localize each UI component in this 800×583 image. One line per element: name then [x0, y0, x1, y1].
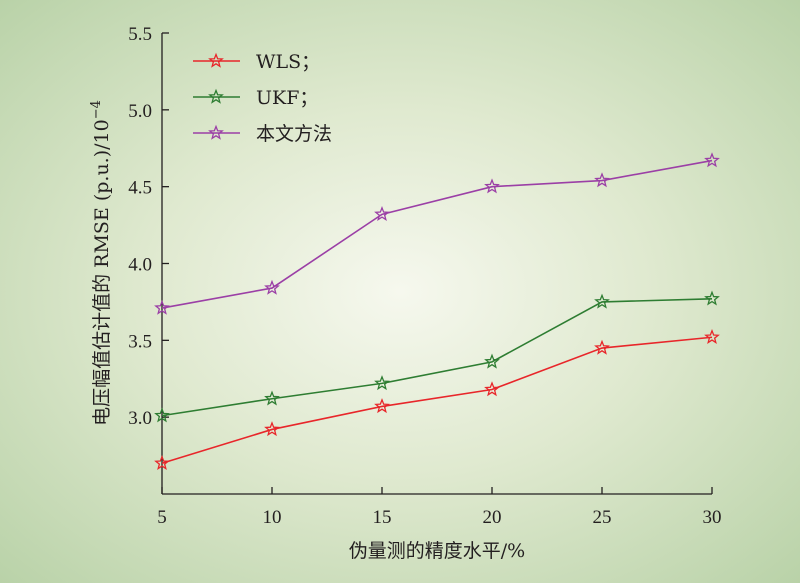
legend-label: WLS； — [256, 51, 320, 73]
star-marker — [594, 293, 610, 309]
star-marker — [374, 375, 390, 391]
y-axis-title: 电压幅值估计值的 RMSE (p.u.)/10−4 — [89, 100, 113, 426]
legend-star-icon — [208, 88, 224, 104]
x-tick-label: 20 — [483, 507, 502, 528]
ticks: 5 10 15 20 25 30 3.0 3.5 4.0 4.5 5.0 5.5 — [128, 24, 721, 528]
star-marker — [594, 172, 610, 188]
y-tick-label: 5.0 — [128, 101, 152, 122]
x-tick-label: 30 — [703, 507, 722, 528]
legend: WLS； UKF； 本文方法 — [193, 51, 332, 145]
star-marker — [264, 421, 280, 437]
star-marker — [264, 390, 280, 406]
y-tick-label: 4.5 — [128, 178, 152, 199]
x-tick-label: 25 — [593, 507, 612, 528]
star-marker — [484, 381, 500, 397]
y-tick-label: 3.5 — [128, 331, 152, 352]
legend-label: UKF； — [256, 87, 318, 109]
axes — [161, 33, 712, 495]
x-tick-label: 10 — [263, 507, 282, 528]
y-tick-label: 3.0 — [128, 408, 152, 429]
series-line — [161, 298, 713, 417]
legend-star-icon — [208, 124, 224, 140]
y-tick-label: 5.5 — [128, 24, 152, 45]
series-2 — [154, 290, 720, 423]
star-marker — [374, 206, 390, 222]
star-marker — [704, 152, 720, 168]
series-3 — [154, 152, 720, 315]
star-marker — [154, 454, 170, 470]
series-1 — [154, 328, 720, 470]
star-marker — [154, 299, 170, 315]
y-axis-title-exponent: −4 — [89, 100, 104, 119]
y-axis-title-main: 电压幅值估计值的 RMSE (p.u.)/10 — [91, 119, 113, 426]
star-marker — [374, 398, 390, 414]
star-marker — [264, 279, 280, 295]
star-marker — [704, 328, 720, 344]
star-marker — [704, 290, 720, 306]
legend-entry-1: WLS； — [193, 51, 320, 73]
legend-label: 本文方法 — [256, 123, 332, 145]
series-line — [161, 159, 713, 309]
y-tick-label: 4.0 — [128, 255, 152, 276]
legend-star-icon — [208, 52, 224, 68]
legend-entry-2: UKF； — [193, 87, 318, 109]
x-tick-label: 5 — [157, 507, 167, 528]
x-tick-label: 15 — [373, 507, 392, 528]
series-line — [161, 336, 713, 465]
star-marker — [484, 178, 500, 194]
x-axis-title: 伪量测的精度水平/% — [349, 540, 525, 562]
star-marker — [594, 339, 610, 355]
series-layer — [154, 152, 720, 470]
legend-entry-3: 本文方法 — [193, 123, 332, 145]
star-marker — [484, 353, 500, 369]
star-marker — [154, 407, 170, 423]
